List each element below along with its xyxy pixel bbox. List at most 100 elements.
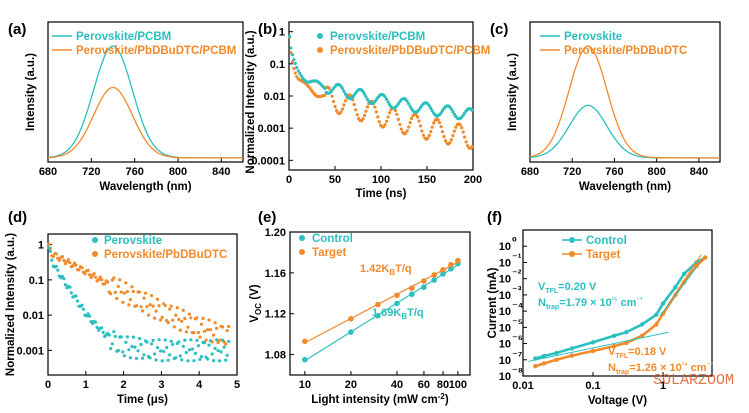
panel-f-xtick-1: 0.1	[585, 380, 600, 392]
panel-d-series-1-point-45	[115, 296, 119, 301]
panel-f-annotation-0: VTFL=0.20 V	[538, 281, 597, 295]
panel-b-series-0-point-65	[383, 95, 387, 99]
panel-f-annotation-2: VTFL=0.18 V	[608, 346, 667, 360]
panel-b-xtick-1: 50	[329, 174, 341, 186]
panel-d-series-0-point-87	[178, 354, 182, 358]
panel-b-xlabel: Time (ns)	[356, 188, 407, 200]
panel-b-series-1-point-98	[432, 121, 436, 125]
panel-e-ytick-1: 1.12	[265, 309, 286, 321]
panel-b-series-1-point-51	[362, 113, 367, 117]
panel-f-series-0-point-11	[681, 271, 687, 276]
panel-d-series-0-point-9	[60, 274, 64, 278]
panel-b-series-0-point-37	[342, 89, 346, 93]
panel-f-ytick-7: 10	[499, 355, 511, 367]
panel-d-series-1-point-60	[137, 290, 142, 294]
panel-d-series-1-point-79	[166, 321, 170, 325]
panel-d-series-0-point-22	[80, 303, 84, 307]
panel-d-series-1-point-119	[227, 324, 231, 329]
panel-d-series-1-point-90	[183, 316, 187, 321]
panel-a-xtick-1: 720	[82, 166, 100, 178]
panel-f-ytick-6: 10	[499, 339, 511, 351]
panel-f-ytick-0-exp: ⁰	[512, 236, 517, 248]
panel-d-series-1-point-56	[131, 289, 135, 294]
panel-d-series-0-point-91	[184, 351, 188, 355]
panel-d-series-0-point-65	[145, 340, 149, 344]
panel-d-series-1-point-101	[199, 322, 204, 326]
panel-d-series-0-point-69	[151, 338, 155, 342]
panel-b-series-1-point-29	[330, 94, 334, 98]
panel-f-ytick-5: 10	[499, 322, 511, 334]
panel-f-series-1-point-3	[569, 353, 575, 358]
panel-f-legend-label-0: Control	[586, 235, 627, 247]
panel-d-series-1-point-54	[128, 298, 132, 302]
panel-a-legend-label-1: Perovskite/PbDBuDTC/PCBM	[76, 45, 236, 57]
panel-d-series-1-point-62	[140, 309, 145, 313]
panel-d-series-0-point-10	[62, 277, 66, 281]
panel-d-series-1-point-112	[216, 340, 220, 345]
panel-d-series-0-point-108	[210, 352, 214, 356]
panel-d-series-0-point-94	[189, 338, 193, 342]
panel-d-series-1-point-68	[150, 294, 154, 298]
panel-d-series-0-point-36	[101, 330, 105, 334]
panel-d-series-0-point-86	[177, 340, 181, 344]
panel-d-series-1-point-115	[221, 325, 225, 329]
panel-d-series-1-point-91	[184, 330, 188, 334]
panel-a-xlabel: Wavelength (nm)	[99, 181, 191, 193]
panel-c-xtick-3: 800	[647, 166, 665, 178]
panel-d-series-1-point-47	[118, 278, 122, 282]
panel-d-series-0-point-76	[162, 349, 166, 353]
panel-e-legend-label-0: Control	[312, 233, 353, 245]
panel-d-series-0-point-56	[131, 335, 135, 339]
panel-b-ylabel: Normalized Intensity (a.u.)	[245, 30, 257, 173]
panel-d-series-1-point-107	[208, 328, 213, 332]
panel-d-xlabel: Time (μs)	[117, 394, 168, 406]
panel-d-series-1-point-14	[68, 261, 72, 265]
panel-d-series-0-point-67	[148, 356, 152, 360]
panel-b-series-1-point-79	[404, 131, 408, 135]
panel-f-legend-swatch-1	[569, 251, 575, 257]
panel-d-series-0-point-72	[156, 346, 160, 350]
panel-d-series-1-point-106	[207, 318, 211, 322]
panel-e-series-1-point-0	[302, 338, 308, 345]
panel-d-ytick-1: 0.1	[29, 275, 44, 287]
panel-d-series-1-point-53	[127, 303, 131, 307]
panel-b-series-1-point-75	[398, 122, 402, 127]
panel-e-xtick-4: 80	[437, 379, 449, 391]
panel-d-series-1-point-66	[146, 313, 151, 317]
panel-f-ytick-6-exp: ⁻⁶	[512, 334, 523, 346]
panel-d-series-1-point-50	[122, 291, 126, 295]
panel-b-series-1-point-38	[343, 99, 347, 103]
panel-d-series-1-point-3	[51, 255, 55, 259]
panel-d-frame	[47, 233, 238, 376]
panel-b-series-0-point-124	[470, 108, 474, 112]
panel-d-series-1-point-86	[177, 317, 181, 322]
panel-b-series-1-point-72	[393, 109, 397, 113]
panel-d-series-1-point-18	[74, 263, 78, 267]
panel-d-series-1-point-13	[66, 258, 70, 262]
panel-d-series-1-point-84	[174, 313, 178, 317]
panel-d-series-1-point-109	[212, 333, 216, 337]
panel-d-series-1-point-33	[97, 277, 101, 282]
panel-f-series-1-point-0	[533, 364, 538, 369]
panel-a-legend-label-0: Perovskite/PCBM	[76, 31, 171, 43]
panel-d-series-1-point-0	[47, 242, 51, 246]
panel-b-series-1-point-65	[383, 123, 387, 127]
panel-d-series-0-point-50	[122, 354, 126, 358]
panel-d-series-1-point-64	[143, 291, 148, 295]
panel-f-series-0-point-9	[660, 301, 666, 306]
panel-c-legend-label-1: Perovskite/PbDBuDTC	[564, 45, 687, 57]
panel-b-series-1-point-102	[438, 121, 442, 125]
panel-f-annotation-3: Ntrap=1.26 × 10¹⁴ cm⁻³	[608, 362, 713, 376]
panel-f-series-0-point-2	[554, 350, 559, 356]
panel-f-ytick-4-exp: ⁻⁴	[512, 301, 523, 313]
panel-d-xtick-4: 4	[196, 379, 203, 391]
panel-d-series-0-point-57	[133, 345, 137, 349]
panel-f-legend-label-1: Target	[586, 249, 620, 261]
panel-b-series-1-point-90	[420, 129, 424, 133]
panel-c-xtick-0: 680	[521, 166, 539, 178]
panel-d-series-0-point-81	[169, 339, 173, 343]
panel-b-series-0-point-50	[361, 90, 365, 94]
panel-e-series-0-point-5	[421, 284, 427, 291]
panel-f-ytick-8: 10	[499, 371, 511, 383]
panel-d-series-0-point-55	[130, 344, 134, 349]
